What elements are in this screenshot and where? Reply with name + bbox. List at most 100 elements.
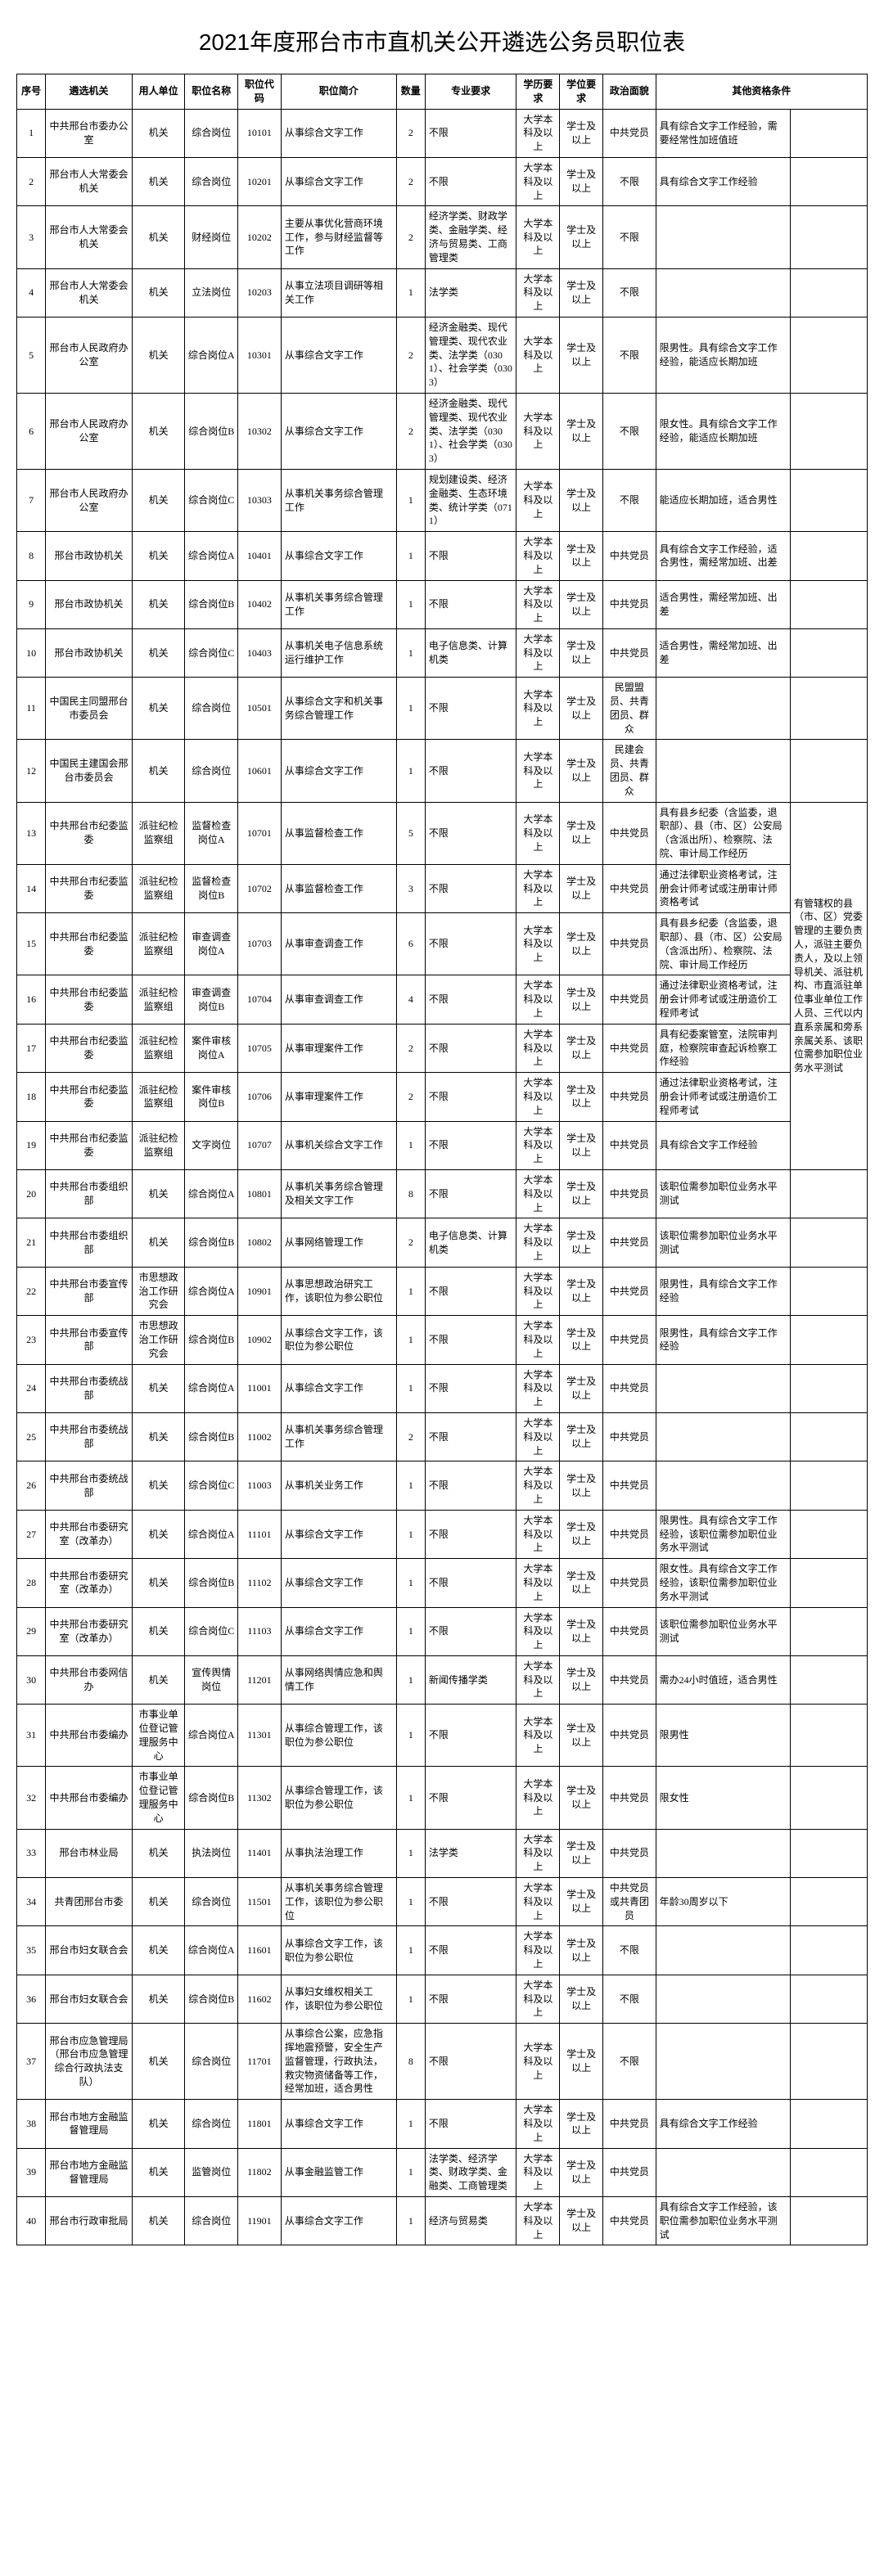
cell-unit: 机关 xyxy=(132,1829,185,1877)
cell-org: 中共邢台市委网信办 xyxy=(46,1655,133,1704)
cell-no: 20 xyxy=(17,1169,46,1218)
cell-edu: 大学本科及以上 xyxy=(516,864,560,912)
cell-no: 1 xyxy=(17,109,46,157)
cell-code: 11601 xyxy=(238,1926,282,1975)
cell-unit: 市事业单位登记管理服务中心 xyxy=(132,1705,185,1767)
cell-other: 能适应长期加班，适合男性 xyxy=(656,469,790,531)
cell-other: 具有综合文字工作经验 xyxy=(656,2100,790,2148)
cell-org: 邢台市政协机关 xyxy=(46,628,133,677)
cell-qty: 1 xyxy=(396,1926,425,1975)
cell-other: 具有县乡纪委（含监委，退职部）、县（市、区）公安局（含派出所）、检察院、法院、审… xyxy=(656,802,790,864)
cell-edu: 大学本科及以上 xyxy=(516,1461,560,1510)
cell-org: 中共邢台市委宣传部 xyxy=(46,1267,133,1315)
cell-desc: 从事审查调查工作 xyxy=(281,913,396,975)
cell-qty: 8 xyxy=(396,2024,425,2100)
cell-deg: 学士及以上 xyxy=(560,2024,603,2100)
cell-unit: 机关 xyxy=(132,1926,185,1975)
cell-no: 29 xyxy=(17,1607,46,1655)
cell-pos: 综合岗位A xyxy=(185,1926,238,1975)
cell-org: 邢台市政协机关 xyxy=(46,532,133,580)
cell-other: 限男性 xyxy=(656,1705,790,1767)
cell-edu: 大学本科及以上 xyxy=(516,628,560,677)
table-row: 35邢台市妇女联合会机关综合岗位A11601从事综合文字工作，该职位为参公职位1… xyxy=(17,1926,868,1975)
cell-unit: 机关 xyxy=(132,1878,185,1926)
table-row: 15中共邢台市纪委监委派驻纪检监察组审查调查岗位A10703从事审查调查工作6不… xyxy=(17,913,868,975)
cell-qty: 2 xyxy=(396,157,425,205)
table-row: 37邢台市应急管理局（邢台市应急管理综合行政执法支队）机关综合岗位11701从事… xyxy=(17,2024,868,2100)
cell-qty: 3 xyxy=(396,864,425,912)
table-row: 6邢台市人民政府办公室机关综合岗位B10302从事综合文字工作2经济金融类、现代… xyxy=(17,393,868,469)
cell-major: 不限 xyxy=(425,740,516,802)
cell-other xyxy=(656,1926,790,1975)
cell-unit: 机关 xyxy=(132,740,185,802)
cell-pos: 综合岗位A xyxy=(185,1510,238,1558)
cell-pos: 综合岗位 xyxy=(185,109,238,157)
cell-pos: 综合岗位B xyxy=(185,1412,238,1461)
cell-other: 限男性，具有综合文字工作经验 xyxy=(656,1267,790,1315)
cell-desc: 从事网络管理工作 xyxy=(281,1218,396,1267)
cell-note: 有管辖权的县（市、区）党委管理的主要负责人，派驻主要负责人，及以上领导机关、派驻… xyxy=(791,802,868,1169)
cell-code: 11102 xyxy=(238,1559,282,1607)
col-header: 用人单位 xyxy=(132,74,185,110)
cell-other: 限男性，具有综合文字工作经验 xyxy=(656,1316,790,1364)
cell-org: 中共邢台市纪委监委 xyxy=(46,975,133,1024)
cell-no: 17 xyxy=(17,1024,46,1072)
col-header: 政治面貌 xyxy=(603,74,656,110)
cell-major: 不限 xyxy=(425,1267,516,1315)
cell-note xyxy=(791,2024,868,2100)
cell-desc: 从事综合文字工作 xyxy=(281,2100,396,2148)
cell-desc: 从事综合文字工作 xyxy=(281,1559,396,1607)
cell-unit: 机关 xyxy=(132,1412,185,1461)
table-row: 16中共邢台市纪委监委派驻纪检监察组审查调查岗位B10704从事审查调查工作4不… xyxy=(17,975,868,1024)
cell-desc: 从事思想政治研究工作，该职位为参公职位 xyxy=(281,1267,396,1315)
cell-other: 通过法律职业资格考试，注册会计师考试或注册造价工程师考试 xyxy=(656,1073,790,1121)
cell-edu: 大学本科及以上 xyxy=(516,1926,560,1975)
cell-code: 10705 xyxy=(238,1024,282,1072)
col-header: 序号 xyxy=(17,74,46,110)
cell-unit: 机关 xyxy=(132,1169,185,1218)
cell-pos: 综合岗位B xyxy=(185,1559,238,1607)
cell-org: 中共邢台市纪委监委 xyxy=(46,1121,133,1169)
cell-desc: 从事机关事务综合管理工作 xyxy=(281,580,396,628)
cell-edu: 大学本科及以上 xyxy=(516,2148,560,2196)
cell-qty: 1 xyxy=(396,1510,425,1558)
cell-code: 10403 xyxy=(238,628,282,677)
cell-note xyxy=(791,1267,868,1315)
cell-desc: 从事综合文字工作 xyxy=(281,1607,396,1655)
cell-note xyxy=(791,1510,868,1558)
col-header: 职位代码 xyxy=(238,74,282,110)
cell-no: 13 xyxy=(17,802,46,864)
cell-code: 10802 xyxy=(238,1218,282,1267)
cell-unit: 派驻纪检监察组 xyxy=(132,1121,185,1169)
cell-note xyxy=(791,2196,868,2245)
cell-pol: 中共党员 xyxy=(603,975,656,1024)
cell-other xyxy=(656,1412,790,1461)
cell-qty: 1 xyxy=(396,580,425,628)
cell-deg: 学士及以上 xyxy=(560,1607,603,1655)
cell-note xyxy=(791,678,868,740)
cell-desc: 从事综合文字和机关事务综合管理工作 xyxy=(281,678,396,740)
cell-deg: 学士及以上 xyxy=(560,1169,603,1218)
cell-edu: 大学本科及以上 xyxy=(516,1412,560,1461)
cell-code: 11201 xyxy=(238,1655,282,1704)
cell-unit: 机关 xyxy=(132,206,185,268)
cell-qty: 2 xyxy=(396,393,425,469)
cell-note xyxy=(791,393,868,469)
cell-no: 32 xyxy=(17,1767,46,1829)
cell-qty: 1 xyxy=(396,1767,425,1829)
cell-code: 10203 xyxy=(238,268,282,317)
cell-qty: 1 xyxy=(396,1975,425,2023)
cell-edu: 大学本科及以上 xyxy=(516,1829,560,1877)
cell-note xyxy=(791,1412,868,1461)
cell-unit: 机关 xyxy=(132,2100,185,2148)
cell-other: 具有纪委案管室，法院审判庭，检察院审查起诉检察工作经验 xyxy=(656,1024,790,1072)
cell-no: 18 xyxy=(17,1073,46,1121)
table-row: 29中共邢台市委研究室（改革办）机关综合岗位C11103从事综合文字工作1不限大… xyxy=(17,1607,868,1655)
cell-desc: 从事立法项目调研等相关工作 xyxy=(281,268,396,317)
cell-deg: 学士及以上 xyxy=(560,109,603,157)
cell-no: 39 xyxy=(17,2148,46,2196)
cell-unit: 机关 xyxy=(132,317,185,393)
cell-unit: 机关 xyxy=(132,2196,185,2245)
cell-major: 不限 xyxy=(425,2100,516,2148)
table-row: 30中共邢台市委网信办机关宣传舆情岗位11201从事网络舆情应急和舆情工作1新闻… xyxy=(17,1655,868,1704)
